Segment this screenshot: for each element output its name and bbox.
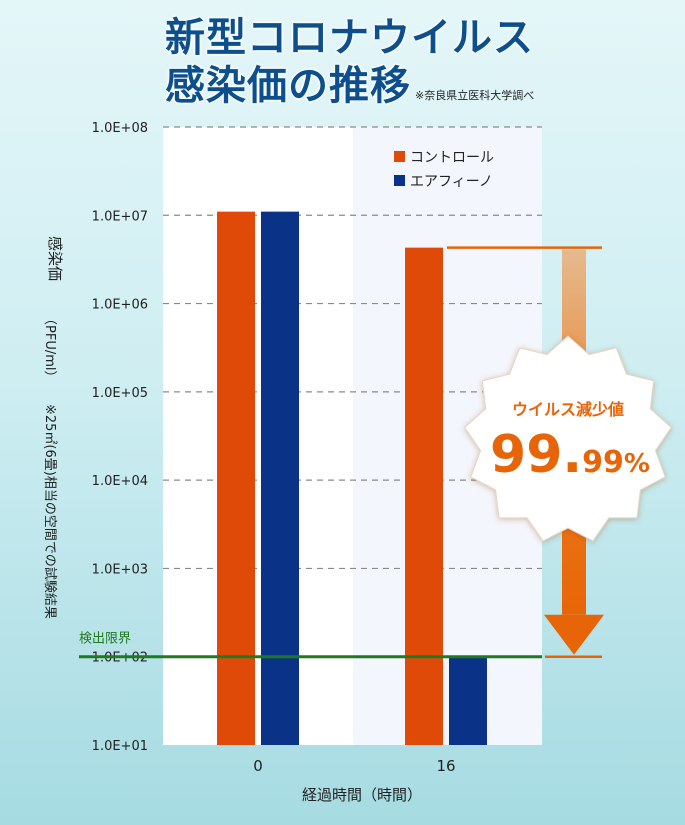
reduction-arrow-head [544, 614, 604, 655]
y-tick-label: 1.0E+03 [92, 562, 148, 577]
badge-value-main: 99. [490, 425, 582, 485]
badge-value-sub: 99 [582, 445, 624, 480]
y-axis-note: ※25㎡(6畳)相当の空間での試験結果 [42, 404, 58, 619]
x-tick-labels: 0 16 [253, 757, 455, 775]
title-line-2: 感染価の推移 ※奈良県立医科大学調べ [165, 62, 534, 120]
y-axis-unit: （PFU/ml） [42, 312, 57, 384]
detection-limit-label: 検出限界 [79, 632, 131, 647]
badge-title: ウイルス減少値 [512, 400, 624, 419]
x-tick-label: 16 [436, 757, 455, 775]
badge-burst-shape [464, 335, 672, 542]
chart-title: 新型コロナウイルス 感染価の推移 ※奈良県立医科大学調べ [165, 14, 534, 120]
y-tick-labels: 1.0E+011.0E+021.0E+031.0E+041.0E+051.0E+… [92, 121, 148, 754]
legend-swatch-control [394, 151, 405, 162]
title-line-1: 新型コロナウイルス [165, 15, 534, 61]
title-line-2-text: 感染価の推移 [165, 63, 411, 109]
legend: コントロール エアフィーノ [394, 150, 494, 190]
bar-control-0 [217, 211, 255, 745]
source-note: ※奈良県立医科大学調べ [415, 89, 535, 102]
bar-control-16 [405, 247, 443, 746]
y-tick-label: 1.0E+05 [92, 386, 148, 401]
legend-label-control: コントロール [410, 150, 494, 166]
y-tick-label: 1.0E+06 [92, 298, 148, 313]
y-tick-label: 1.0E+07 [92, 209, 148, 224]
x-axis-title: 経過時間（時間） [302, 786, 422, 804]
y-tick-label: 1.0E+01 [92, 739, 148, 754]
bar-treatment-0 [261, 211, 299, 745]
y-tick-label: 1.0E+04 [92, 474, 148, 489]
plot-background [163, 127, 353, 745]
reduction-badge: ウイルス減少値 99.99% [464, 335, 672, 542]
legend-swatch-treatment [394, 175, 405, 186]
x-tick-label: 0 [253, 757, 263, 775]
badge-value: 99.99% [490, 425, 650, 485]
y-tick-label: 1.0E+08 [92, 121, 148, 136]
legend-label-treatment: エアフィーノ [410, 174, 493, 190]
bar-treatment-16 [449, 656, 487, 745]
badge-value-unit: % [624, 449, 650, 479]
y-axis-title: 感染価 [46, 236, 64, 281]
